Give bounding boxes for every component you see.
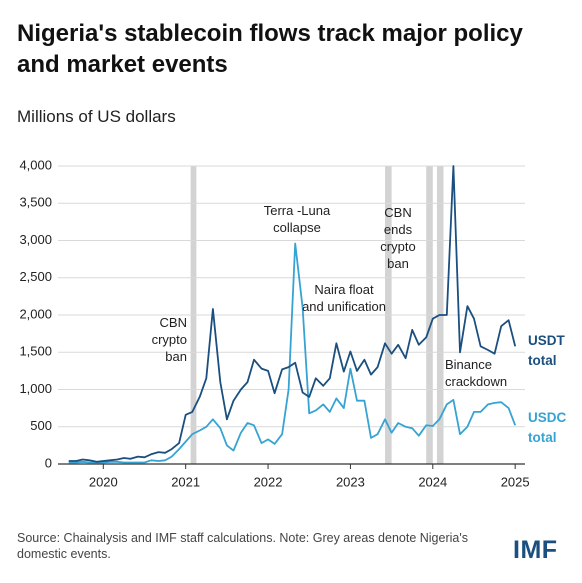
y-tick-label: 3,000 — [19, 232, 52, 247]
chart-subtitle: Millions of US dollars — [17, 107, 176, 126]
x-tick-label: 2024 — [418, 474, 447, 489]
series-line — [68, 242, 517, 464]
x-tick-label: 2021 — [171, 474, 200, 489]
annotation: CBN crypto ban — [151, 315, 187, 364]
annotation: Terra -Luna collapse — [263, 203, 331, 235]
series-line — [68, 165, 517, 463]
logo: IMF — [513, 536, 558, 564]
y-tick-label: 4,000 — [19, 157, 52, 172]
y-tick-label: 3,500 — [19, 195, 52, 210]
annotation: Binance crackdown — [445, 357, 508, 389]
y-tick-label: 0 — [45, 455, 52, 470]
series-label: USDC total — [528, 410, 567, 445]
y-tick-label: 2,000 — [19, 306, 52, 321]
x-tick-label: 2025 — [501, 474, 530, 489]
x-tick-label: 2022 — [254, 474, 283, 489]
y-tick-label: 2,500 — [19, 269, 52, 284]
annotation: Naira float and unification — [302, 282, 386, 314]
annotation: CBN ends crypto ban — [380, 205, 416, 271]
source-note: Source: Chainalysis and IMF staff calcul… — [17, 531, 468, 561]
y-tick-label: 1,500 — [19, 344, 52, 359]
series-label: USDT total — [528, 333, 565, 368]
x-tick-label: 2023 — [336, 474, 365, 489]
y-tick-label: 500 — [30, 418, 52, 433]
x-tick-label: 2020 — [89, 474, 118, 489]
y-tick-label: 1,000 — [19, 381, 52, 396]
chart-title: Nigeria's stablecoin flows track major p… — [17, 20, 523, 78]
